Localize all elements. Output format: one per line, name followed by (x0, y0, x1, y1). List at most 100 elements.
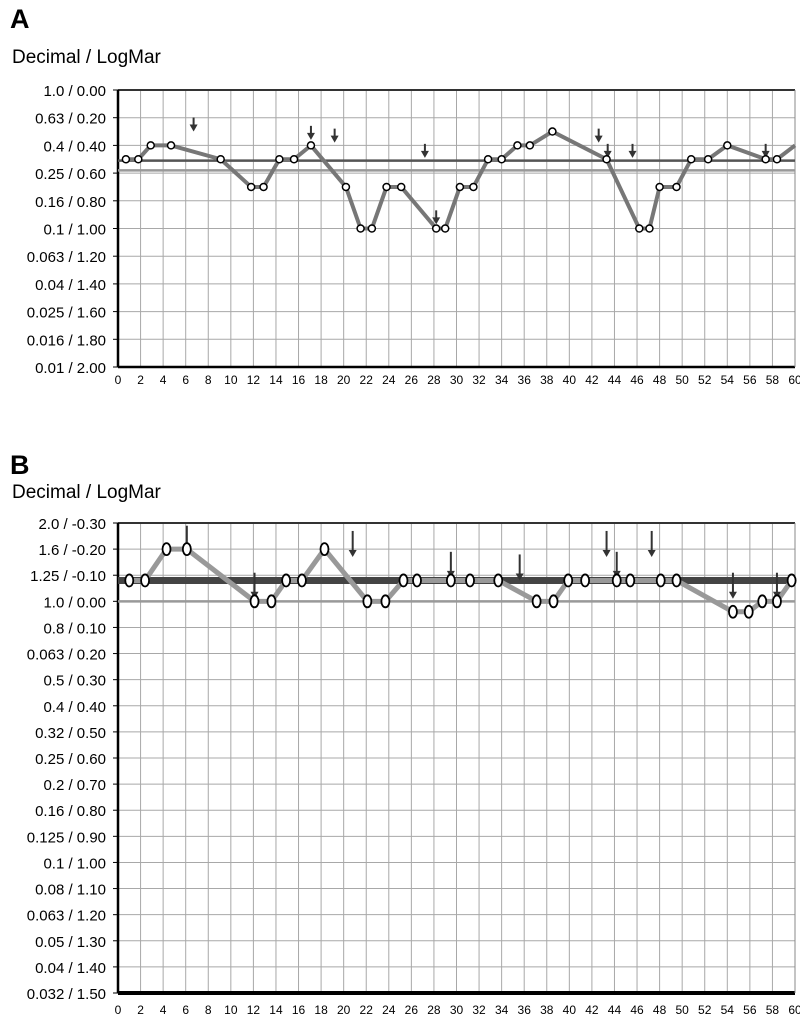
data-point (513, 141, 522, 150)
data-point (465, 573, 475, 588)
x-tick-label: 54 (721, 373, 735, 387)
data-point (396, 182, 406, 192)
data-point (146, 141, 155, 150)
event-arrow-head (306, 132, 315, 140)
x-tick-label: 28 (427, 373, 441, 387)
data-point (259, 182, 268, 192)
y-tick-label: 1.6 / -0.20 (38, 542, 106, 559)
event-arrow-head (420, 150, 429, 158)
x-tick-label: 8 (205, 1003, 212, 1017)
x-tick-label: 56 (743, 373, 757, 387)
x-tick-label: 2 (137, 1003, 144, 1017)
x-tick-label: 50 (675, 1003, 689, 1017)
y-tick-label: 0.05 / 1.30 (35, 934, 106, 951)
data-point (382, 182, 391, 192)
y-tick-label: 0.1 / 1.00 (43, 222, 106, 239)
data-point (493, 573, 504, 588)
event-arrow-head (647, 549, 656, 557)
data-point (412, 573, 422, 588)
data-point (786, 573, 797, 588)
data-point (655, 573, 666, 588)
y-tick-label: 0.63 / 0.20 (35, 111, 106, 128)
y-tick-label: 0.25 / 0.60 (35, 751, 106, 768)
x-tick-label: 22 (360, 373, 374, 387)
data-point (216, 155, 225, 164)
data-point (703, 155, 713, 164)
x-tick-label: 56 (743, 1003, 757, 1017)
x-tick-label: 20 (337, 1003, 351, 1017)
data-point (124, 573, 135, 588)
data-point (431, 224, 441, 233)
event-arrow-head (628, 150, 637, 158)
y-tick-label: 0.063 / 1.20 (27, 249, 106, 266)
x-tick-label: 36 (518, 373, 532, 387)
data-point (525, 141, 535, 150)
x-tick-label: 30 (450, 1003, 464, 1017)
x-tick-label: 58 (766, 1003, 780, 1017)
data-point (319, 542, 330, 557)
panel-label: A (10, 4, 30, 34)
x-tick-label: 32 (472, 373, 486, 387)
data-point (275, 155, 284, 164)
x-tick-label: 4 (160, 1003, 167, 1017)
y-tick-label: 0.5 / 0.30 (43, 673, 106, 690)
x-tick-label: 36 (518, 1003, 532, 1017)
data-point (140, 573, 150, 588)
data-point (134, 155, 143, 164)
y-tick-label: 0.4 / 0.40 (43, 699, 106, 716)
x-tick-label: 12 (247, 373, 261, 387)
x-tick-label: 46 (630, 373, 644, 387)
data-point (743, 604, 754, 619)
y-tick-label: 0.04 / 1.40 (35, 960, 106, 977)
x-tick-label: 18 (314, 373, 328, 387)
data-point (563, 573, 574, 588)
data-point (246, 182, 256, 192)
panel-label: B (10, 450, 30, 480)
x-tick-label: 34 (495, 1003, 509, 1017)
data-point (772, 594, 782, 609)
data-point (362, 594, 373, 609)
series-line (125, 129, 797, 231)
y-tick-label: 0.016 / 1.80 (27, 332, 106, 349)
data-point (497, 155, 506, 164)
x-tick-label: 16 (292, 1003, 306, 1017)
data-point (686, 155, 696, 164)
y-tick-label: 0.1 / 1.00 (43, 855, 106, 872)
data-point (548, 127, 557, 136)
x-tick-label: 60 (788, 1003, 800, 1017)
data-point (367, 224, 377, 233)
event-arrow-head (594, 135, 603, 143)
x-tick-label: 0 (115, 1003, 122, 1017)
x-tick-label: 10 (224, 373, 238, 387)
data-point (602, 155, 611, 164)
data-point (281, 573, 292, 588)
data-point (121, 155, 131, 164)
x-tick-label: 16 (292, 373, 306, 387)
data-point (440, 224, 450, 233)
data-point (289, 155, 299, 164)
data-point (469, 182, 478, 192)
x-tick-label: 18 (314, 1003, 328, 1017)
data-point (548, 594, 559, 609)
event-arrow-head (603, 150, 612, 158)
x-tick-label: 44 (608, 1003, 622, 1017)
x-tick-label: 28 (427, 1003, 441, 1017)
x-tick-label: 26 (405, 373, 419, 387)
x-tick-label: 26 (405, 1003, 419, 1017)
data-point (761, 155, 770, 164)
data-point (483, 155, 493, 164)
data-point (671, 573, 682, 588)
event-arrow-head (432, 217, 441, 225)
x-tick-label: 12 (247, 1003, 261, 1017)
y-tick-label: 0.063 / 0.20 (27, 647, 106, 664)
event-arrow-head (189, 124, 198, 132)
x-tick-label: 8 (205, 373, 212, 387)
y-tick-label: 0.8 / 0.10 (43, 620, 106, 637)
y-tick-label: 0.08 / 1.10 (35, 882, 106, 899)
x-tick-label: 22 (360, 1003, 374, 1017)
event-arrow-head (761, 150, 770, 158)
y-tick-label: 0.25 / 0.60 (35, 166, 106, 183)
y-tick-label: 0.16 / 0.80 (35, 803, 106, 820)
event-arrow-head (728, 591, 737, 599)
